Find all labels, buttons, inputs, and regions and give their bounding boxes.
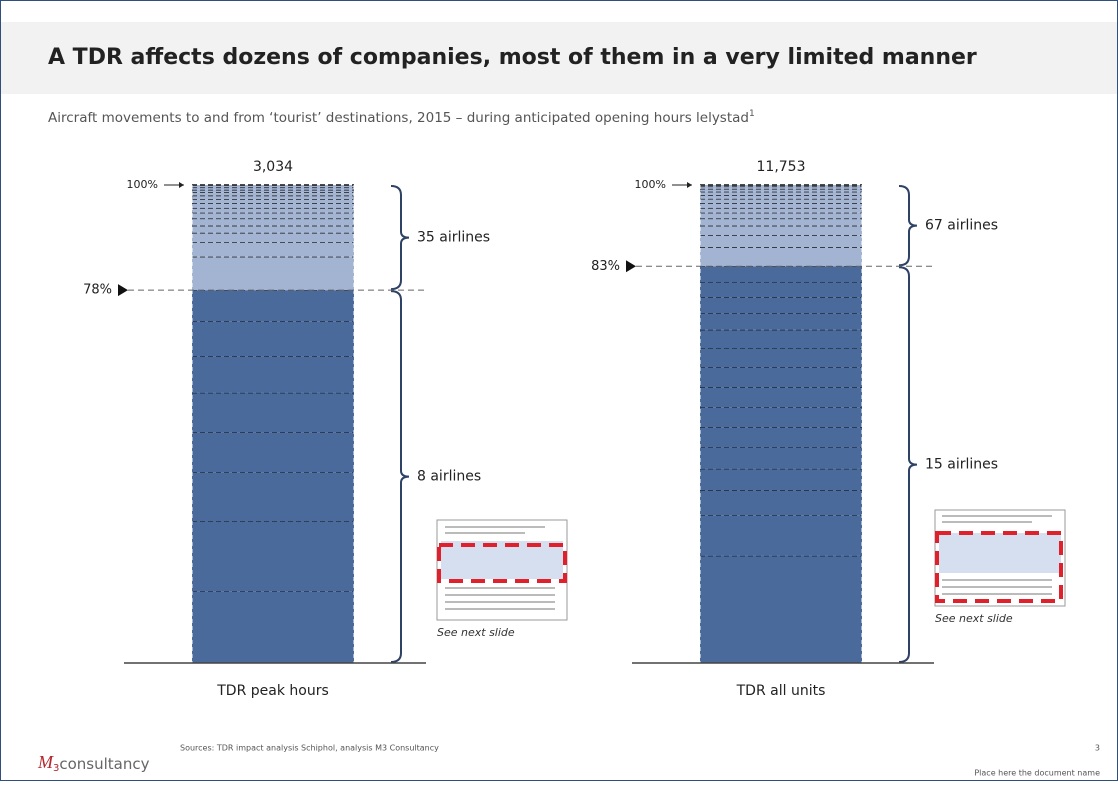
bar-segment [192,591,354,663]
bar-segment [192,212,354,219]
bar-segment [700,185,862,187]
marker-label: 83% [591,259,620,274]
thumbnail-highlight [939,533,1061,573]
bracket-label: 8 airlines [417,469,481,485]
bracket-label: 67 airlines [925,218,998,234]
marker-label: 78% [83,283,112,298]
marker-triangle [118,284,128,297]
bar-segment [700,186,862,189]
bar-segment [192,432,354,473]
logo: M3consultancy [37,752,150,774]
logo-mark: M [37,752,54,772]
bar-segment [700,387,862,408]
bar-segment [700,218,862,226]
bar-segment [700,266,862,283]
subtitle-note: 1 [749,109,755,119]
logo-sub: 3 [53,763,59,774]
arrow-head [687,182,692,188]
bar-segment [700,313,862,330]
bar-segment [192,218,354,226]
bar-segment [700,225,862,236]
bar-segment [700,203,862,208]
bar-segment [192,321,354,357]
bracket [390,290,410,663]
thumbnail [436,519,568,621]
marker-triangle [626,260,636,273]
bar-segment [192,521,354,592]
bar-segment [192,290,354,322]
title: A TDR affects dozens of companies, most … [48,45,977,70]
bar-segment [192,207,354,213]
bar-segment [700,468,862,491]
y-tick-label: 100% [127,178,158,191]
bracket-label: 35 airlines [417,230,490,246]
bar-segment [700,407,862,428]
bar-segment [192,199,354,204]
subtitle-text: Aircraft movements to and from ‘tourist’… [48,110,749,126]
bracket [390,185,410,291]
bar-segment [700,367,862,388]
bar-segment [700,195,862,199]
thumbnail-lines [445,526,555,610]
bar-segment [192,256,354,291]
bar-segment [700,212,862,219]
bar-segment [700,198,862,204]
document-name: Place here the document name [974,769,1100,778]
y-tick-label: 100% [635,178,666,191]
thumbnail-lines [942,515,1052,595]
bar-segment [700,555,862,663]
bar-segment [192,195,354,200]
bar-segment [192,203,354,208]
thumbnail-highlight [441,541,563,579]
bar-segment [192,242,354,257]
total-label: 3,034 [253,159,293,175]
bar-segment [192,392,354,433]
bar-segment [192,356,354,393]
bar-segment [700,247,862,267]
x-tick-label: TDR peak hours [216,683,329,699]
arrow-head [179,182,184,188]
page-number: 3 [1095,744,1100,753]
bar-segment [700,515,862,556]
bar-segment [700,347,862,368]
bar-segment [192,192,354,196]
bar-segment [700,235,862,248]
bracket [898,185,918,267]
bar-segment [192,187,354,190]
thumbnail-caption: See next slide [935,612,1013,625]
thumbnail [934,509,1066,607]
source: Sources: TDR impact analysis Schiphol, a… [180,744,439,753]
total-label: 11,753 [757,159,806,175]
bar-segment [192,232,354,243]
x-tick-label: TDR all units [736,683,826,699]
subtitle: Aircraft movements to and from ‘tourist’… [48,109,755,127]
logo-text: consultancy [59,755,149,773]
bar-segment [700,191,862,196]
bar-segment [192,189,354,193]
bar-segment [700,188,862,192]
bar-segment [700,329,862,348]
thumbnail-callout [935,531,1063,603]
thumbnail-caption: See next slide [437,626,515,639]
bar-segment [700,427,862,448]
bar-segment [700,207,862,213]
bar-segment [192,472,354,522]
title-band [1,22,1117,94]
bracket [898,266,918,663]
bar-segment [192,185,354,188]
bar-segment [700,447,862,469]
bar-segment [700,297,862,314]
bracket-label: 15 airlines [925,457,998,473]
bar-segment [700,490,862,516]
bar-segment [192,225,354,233]
thumbnail-callout [437,543,567,583]
bar-segment [700,282,862,298]
